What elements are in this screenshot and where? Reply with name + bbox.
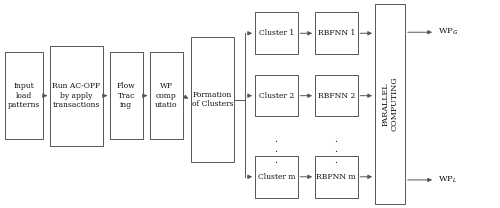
Bar [50,46,102,146]
Bar [5,52,43,139]
Text: RBFNN m: RBFNN m [316,173,356,181]
Text: WP$_L$: WP$_L$ [438,175,457,185]
Text: Input
load
patterns: Input load patterns [8,83,40,109]
Text: RBFNN 2: RBFNN 2 [318,92,355,100]
Bar [315,156,358,198]
Bar [255,12,298,54]
Text: WP
comp
utatio: WP comp utatio [155,83,178,109]
Text: Run AC-OPF
by apply
transactions: Run AC-OPF by apply transactions [52,83,100,109]
Bar [255,156,298,198]
Text: Cluster 1: Cluster 1 [258,29,294,37]
Text: Cluster 2: Cluster 2 [258,92,294,100]
Text: Flow
Trac
ing: Flow Trac ing [117,83,136,109]
Text: .: . [334,156,338,165]
Text: Formation
of Clusters: Formation of Clusters [192,91,233,108]
Text: RBFNN 1: RBFNN 1 [318,29,355,37]
Text: .: . [274,156,278,165]
Text: WP$_G$: WP$_G$ [438,27,458,37]
Bar [255,75,298,116]
Text: .: . [334,145,338,154]
Text: .: . [334,135,338,144]
Bar [315,12,358,54]
Text: Cluster m: Cluster m [258,173,295,181]
Text: .: . [274,145,278,154]
Text: .: . [274,135,278,144]
Bar [191,37,234,162]
Bar [110,52,142,139]
Bar [375,4,405,204]
Bar [150,52,182,139]
Bar [315,75,358,116]
Text: PARALLEL
COMPUTING: PARALLEL COMPUTING [382,77,398,131]
